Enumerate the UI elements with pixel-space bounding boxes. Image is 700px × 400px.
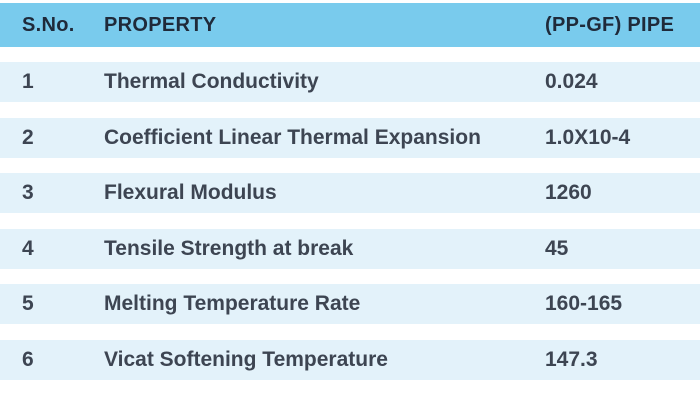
- header-property: PROPERTY: [104, 13, 217, 36]
- row-property: Vicat Softening Temperature: [104, 348, 388, 371]
- row-property: Flexural Modulus: [104, 181, 277, 204]
- header-sno: S.No.: [22, 13, 75, 36]
- row-value: 1260: [545, 181, 592, 204]
- row-property: Tensile Strength at break: [104, 237, 354, 260]
- row-value: 160-165: [545, 292, 623, 315]
- row-sno: 2: [22, 126, 34, 149]
- table-row: 2 Coefficient Linear Thermal Expansion 1…: [0, 118, 700, 158]
- row-sno: 3: [22, 181, 34, 204]
- table-row: 1 Thermal Conductivity 0.024: [0, 62, 700, 102]
- row-property: Melting Temperature Rate: [104, 292, 361, 315]
- row-value: 147.3: [545, 348, 598, 371]
- row-sno: 4: [22, 237, 34, 260]
- table-row: 5 Melting Temperature Rate 160-165: [0, 284, 700, 324]
- row-property: Thermal Conductivity: [104, 70, 319, 93]
- table-row: 3 Flexural Modulus 1260: [0, 173, 700, 213]
- row-value: 0.024: [545, 70, 598, 93]
- row-sno: 6: [22, 348, 34, 371]
- row-sno: 5: [22, 292, 34, 315]
- row-property: Coefficient Linear Thermal Expansion: [104, 126, 481, 149]
- row-value: 1.0X10-4: [545, 126, 631, 149]
- table-header: S.No. PROPERTY (PP-GF) PIPE: [0, 3, 700, 47]
- table-row: 4 Tensile Strength at break 45: [0, 229, 700, 269]
- row-value: 45: [545, 237, 569, 260]
- header-value: (PP-GF) PIPE: [545, 13, 675, 36]
- table-row: 6 Vicat Softening Temperature 147.3: [0, 340, 700, 380]
- row-sno: 1: [22, 70, 34, 93]
